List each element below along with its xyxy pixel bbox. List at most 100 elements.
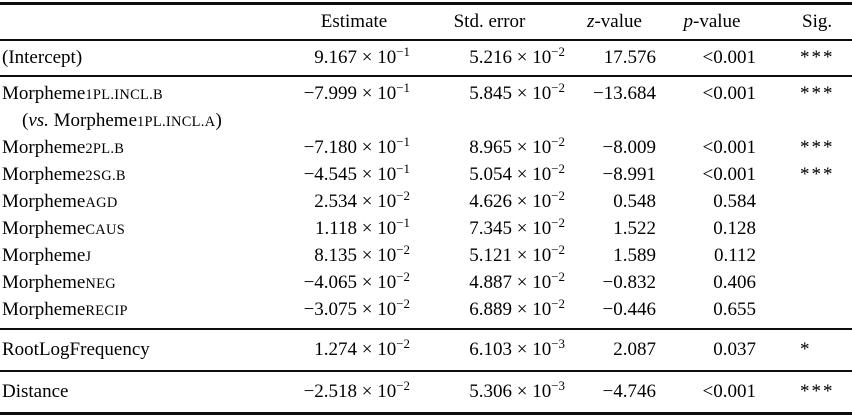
significance-stars: *** xyxy=(800,137,835,158)
table-row: MorphemeRECIP −3.075 × 10−2 6.889 × 10−2 −0… xyxy=(0,297,852,329)
estimate-value: −4.065 × 10−2 xyxy=(303,268,410,293)
predictor-label: MorphemeNEG xyxy=(2,272,116,293)
std-error-value: 5.845 × 10−2 xyxy=(469,79,565,104)
estimate-value: 9.167 × 10−1 xyxy=(314,43,410,68)
exponent: −2 xyxy=(396,187,410,203)
std-error-value: 8.965 × 10−2 xyxy=(469,133,565,158)
estimate-value: −4.545 × 10−1 xyxy=(303,160,410,185)
p-value: <0.001 xyxy=(702,164,756,185)
exponent: −2 xyxy=(396,268,410,284)
z-value: 0.548 xyxy=(613,191,656,212)
estimate-value: −2.518 × 10−2 xyxy=(303,377,410,402)
estimate-value: 2.534 × 10−2 xyxy=(314,187,410,212)
p-value: <0.001 xyxy=(702,381,756,402)
table-row: Morpheme1PL.INCL.B (vs. Morpheme1PL.INCL.… xyxy=(0,76,852,135)
column-header-z_value: z-value xyxy=(587,11,642,32)
table-row: Morpheme2SG.B −4.545 × 10−1 5.054 × 10−2 −8… xyxy=(0,162,852,189)
predictor-label: Morpheme2SG.B xyxy=(2,164,126,185)
exponent: −2 xyxy=(396,335,410,351)
p-value: 0.112 xyxy=(713,245,756,266)
significance-stars: *** xyxy=(800,381,835,402)
std-error-value: 5.306 × 10−3 xyxy=(469,377,565,402)
significance-stars: *** xyxy=(800,83,835,104)
z-value: −0.446 xyxy=(602,299,656,320)
exponent: −1 xyxy=(396,214,410,230)
table-row: Distance −2.518 × 10−2 5.306 × 10−3 −4.746 <… xyxy=(0,371,852,414)
exponent: −2 xyxy=(551,79,565,95)
predictor-label: MorphemeJ xyxy=(2,245,92,266)
table-header: Estimate Std. error z-value p-value Sig. xyxy=(0,4,852,41)
predictor-label: MorphemeAGD xyxy=(2,191,118,212)
z-value: −13.684 xyxy=(593,83,656,104)
predictor-label: RootLogFrequency xyxy=(2,339,150,360)
table-row: MorphemeCAUS 1.118 × 10−1 7.345 × 10−2 1.52… xyxy=(0,216,852,243)
p-value: <0.001 xyxy=(702,137,756,158)
significance-stars: *** xyxy=(800,164,835,185)
exponent: −2 xyxy=(551,241,565,257)
exponent: −3 xyxy=(551,335,565,351)
exponent: −2 xyxy=(551,160,565,176)
p-value: 0.655 xyxy=(713,299,756,320)
z-value: −4.746 xyxy=(602,381,656,402)
table-row: RootLogFrequency 1.274 × 10−2 6.103 × 10−3… xyxy=(0,329,852,371)
significance-stars xyxy=(762,243,852,270)
z-value: −8.991 xyxy=(602,164,656,185)
estimate-value: −3.075 × 10−2 xyxy=(303,295,410,320)
std-error-value: 6.103 × 10−3 xyxy=(469,335,565,360)
std-error-value: 5.121 × 10−2 xyxy=(469,241,565,266)
exponent: −2 xyxy=(551,268,565,284)
estimate-value: 1.274 × 10−2 xyxy=(314,335,410,360)
predictor-contrast-note: (vs. Morpheme1PL.INCL.A) xyxy=(22,110,222,131)
group-root-log-frequency: RootLogFrequency 1.274 × 10−2 6.103 × 10−3… xyxy=(0,329,852,371)
column-header-p_value: p-value xyxy=(683,11,741,32)
p-value: 0.406 xyxy=(713,272,756,293)
std-error-value: 5.054 × 10−2 xyxy=(469,160,565,185)
group-morphemes: Morpheme1PL.INCL.B (vs. Morpheme1PL.INCL.… xyxy=(0,76,852,329)
table-row: MorphemeNEG −4.065 × 10−2 4.887 × 10−2 −0.8… xyxy=(0,270,852,297)
exponent: −2 xyxy=(551,133,565,149)
table-row: (Intercept) 9.167 × 10−1 5.216 × 10−2 17.57… xyxy=(0,40,852,76)
exponent: −2 xyxy=(396,377,410,393)
z-value: 2.087 xyxy=(613,339,656,360)
significance-stars: *** xyxy=(800,47,835,68)
significance-stars xyxy=(762,270,852,297)
column-header-std_error: Std. error xyxy=(453,11,526,32)
significance-stars xyxy=(762,297,852,329)
predictor-label: Morpheme2PL.B xyxy=(2,137,125,158)
group-distance: Distance −2.518 × 10−2 5.306 × 10−3 −4.746 <… xyxy=(0,371,852,414)
predictor-label: Distance xyxy=(2,381,69,402)
std-error-value: 7.345 × 10−2 xyxy=(469,214,565,239)
predictor-label: MorphemeRECIP xyxy=(2,299,128,320)
table-row: MorphemeJ 8.135 × 10−2 5.121 × 10−2 1.589 0.… xyxy=(0,243,852,270)
estimate-value: −7.999 × 10−1 xyxy=(303,79,410,104)
p-value: 0.584 xyxy=(713,191,756,212)
predictor-label: (Intercept) xyxy=(2,47,83,68)
exponent: −2 xyxy=(396,295,410,311)
std-error-value: 4.626 × 10−2 xyxy=(469,187,565,212)
exponent: −1 xyxy=(396,79,410,95)
predictor-label: MorphemeCAUS xyxy=(2,218,126,239)
p-value: 0.128 xyxy=(713,218,756,239)
std-error-value: 4.887 × 10−2 xyxy=(469,268,565,293)
significance-stars: * xyxy=(800,339,812,360)
p-value: 0.037 xyxy=(713,339,756,360)
estimate-value: −7.180 × 10−1 xyxy=(303,133,410,158)
column-header-sig: Sig. xyxy=(802,11,833,32)
estimate-value: 8.135 × 10−2 xyxy=(314,241,410,266)
exponent: −3 xyxy=(551,377,565,393)
significance-stars xyxy=(762,216,852,243)
significance-stars xyxy=(762,189,852,216)
table-row: Morpheme2PL.B −7.180 × 10−1 8.965 × 10−2 −8… xyxy=(0,135,852,162)
exponent: −2 xyxy=(551,214,565,230)
z-value: 17.576 xyxy=(603,47,656,68)
z-value: −8.009 xyxy=(602,137,656,158)
column-header-label xyxy=(0,4,296,41)
predictor-label: Morpheme1PL.INCL.B (vs. Morpheme1PL.INCL.… xyxy=(0,76,296,135)
exponent: −2 xyxy=(396,241,410,257)
p-value: <0.001 xyxy=(702,47,756,68)
header-row: Estimate Std. error z-value p-value Sig. xyxy=(0,4,852,41)
z-value: 1.522 xyxy=(613,218,656,239)
group-intercept: (Intercept) 9.167 × 10−1 5.216 × 10−2 17.57… xyxy=(0,40,852,76)
std-error-value: 6.889 × 10−2 xyxy=(469,295,565,320)
